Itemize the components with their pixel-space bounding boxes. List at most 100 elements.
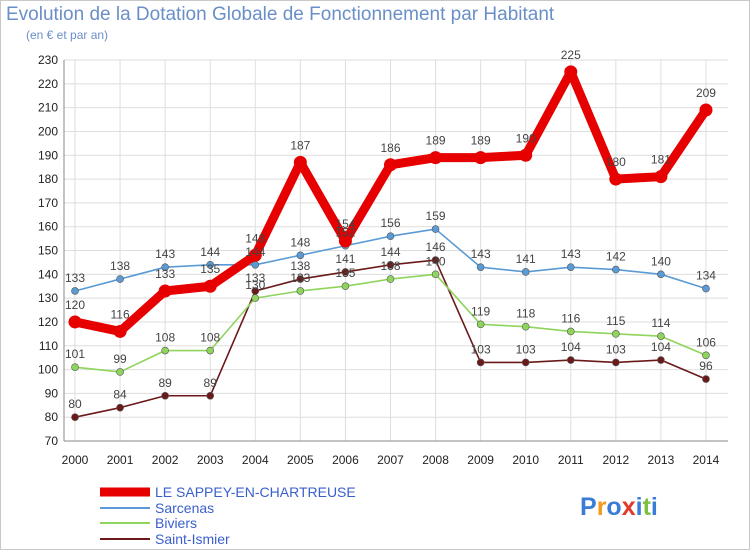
data-label: 144 <box>380 245 400 259</box>
data-point <box>161 391 169 400</box>
data-label: 115 <box>606 314 625 328</box>
data-label: 146 <box>426 240 446 254</box>
y-tick-label: 160 <box>38 220 58 234</box>
data-label: 143 <box>471 247 491 261</box>
data-label: 154 <box>335 217 355 231</box>
data-label: 144 <box>200 245 220 259</box>
data-label: 152 <box>335 226 355 240</box>
data-label: 143 <box>155 247 175 261</box>
data-label: 130 <box>245 278 265 292</box>
data-point <box>296 251 305 260</box>
data-label: 99 <box>113 352 127 366</box>
data-point <box>251 260 260 269</box>
data-label: 140 <box>651 254 671 268</box>
x-tick-label: 2002 <box>152 453 179 467</box>
data-label: 135 <box>200 262 220 276</box>
x-tick-label: 2000 <box>62 453 89 467</box>
data-label: 119 <box>471 304 490 318</box>
data-point <box>431 225 440 233</box>
data-label: 108 <box>200 331 220 345</box>
y-tick-label: 180 <box>38 172 58 186</box>
logo-letter: t <box>643 493 652 521</box>
data-label: 209 <box>696 86 716 100</box>
data-label: 141 <box>516 252 536 266</box>
x-tick-label: 2010 <box>512 453 539 467</box>
y-tick-label: 210 <box>38 101 58 115</box>
data-point <box>206 391 215 400</box>
data-point <box>521 358 530 367</box>
data-point <box>612 330 620 338</box>
data-point <box>654 170 668 184</box>
data-point <box>203 279 217 293</box>
data-point <box>429 151 443 165</box>
data-point <box>158 284 172 298</box>
data-point <box>519 148 533 162</box>
y-tick-label: 120 <box>38 315 58 329</box>
data-label: 180 <box>606 155 626 169</box>
data-point <box>476 320 485 329</box>
data-label: 148 <box>290 235 310 249</box>
data-point <box>476 263 485 271</box>
grid-lines <box>64 59 728 442</box>
data-point <box>206 346 215 355</box>
legend-label-0: LE SAPPEY-EN-CHARTREUSE <box>155 484 356 500</box>
logo-letter: i <box>651 493 658 521</box>
data-point <box>521 268 530 276</box>
data-label: 101 <box>65 347 85 361</box>
data-point <box>476 358 485 367</box>
data-label: 159 <box>426 209 446 223</box>
data-label: 116 <box>561 311 580 325</box>
data-point <box>296 275 305 283</box>
x-tick-label: 2009 <box>467 453 494 467</box>
data-label: 181 <box>651 153 671 167</box>
data-label: 104 <box>651 340 671 354</box>
y-tick-label: 70 <box>45 434 59 448</box>
y-tick-label: 170 <box>38 196 58 210</box>
data-point <box>564 65 578 79</box>
data-point <box>657 270 665 279</box>
data-label: 114 <box>651 316 670 330</box>
data-label: 80 <box>68 397 82 411</box>
data-point <box>71 413 79 421</box>
data-point <box>702 375 710 383</box>
data-label: 148 <box>245 231 265 245</box>
y-tick-label: 110 <box>39 339 58 353</box>
axes <box>63 60 728 442</box>
data-label: 141 <box>335 252 355 266</box>
y-tick-label: 190 <box>38 148 58 162</box>
chart-title: Evolution de la Dotation Globale de Fonc… <box>6 4 555 25</box>
x-tick-label: 2014 <box>693 453 720 467</box>
y-tick-label: 80 <box>45 410 59 424</box>
logo-letter: x <box>622 493 636 521</box>
data-label: 225 <box>561 48 581 62</box>
data-label: 133 <box>290 271 310 285</box>
data-point <box>113 324 127 338</box>
logo-letter: i <box>636 493 643 521</box>
y-tick-label: 230 <box>38 53 58 67</box>
data-label: 89 <box>204 376 218 390</box>
data-point <box>386 275 395 283</box>
data-label: 133 <box>65 271 85 285</box>
data-point <box>383 158 397 172</box>
data-label: 189 <box>471 134 491 148</box>
data-point <box>474 151 488 165</box>
logo-letter: o <box>606 493 621 521</box>
data-point <box>248 248 262 262</box>
data-point <box>386 232 395 241</box>
legend: LE SAPPEY-EN-CHARTREUSESarcenasBiviersSa… <box>100 484 356 547</box>
data-label: 142 <box>606 250 626 264</box>
data-label: 134 <box>696 269 716 283</box>
data-point <box>612 358 620 367</box>
data-point <box>251 294 260 302</box>
data-label: 189 <box>426 134 446 148</box>
data-point <box>431 270 440 279</box>
data-point <box>296 287 305 295</box>
data-label: 96 <box>699 359 713 373</box>
data-label: 187 <box>290 138 310 152</box>
x-tick-label: 2012 <box>602 453 629 467</box>
data-point <box>702 284 710 293</box>
data-label: 103 <box>606 342 626 356</box>
x-tick-label: 2005 <box>287 453 314 467</box>
data-point <box>657 356 665 364</box>
y-tick-label: 90 <box>45 386 59 400</box>
